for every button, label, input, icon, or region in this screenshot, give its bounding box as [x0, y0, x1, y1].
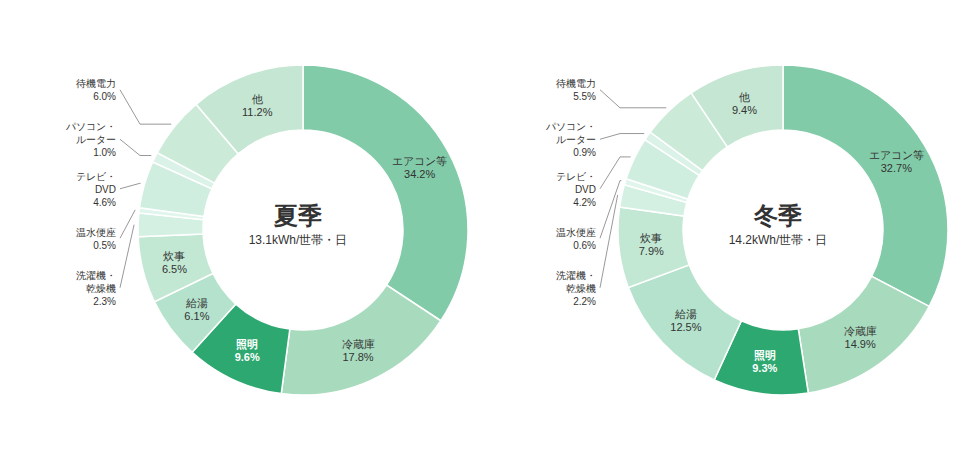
svg-text:照明9.6%: 照明9.6%	[235, 338, 260, 363]
html-text:14.2kWh/世帯・日: 14.2kWh/世帯・日	[728, 233, 828, 247]
svg-text:給湯6.1%: 給湯6.1%	[184, 297, 209, 322]
html-text:夏季: 夏季	[274, 202, 322, 229]
svg-text:炊事6.5%: 炊事6.5%	[162, 250, 187, 275]
svg-text:温水便座0.5%: 温水便座0.5%	[76, 226, 116, 250]
svg-text:パソコン・ルーター1.0%: パソコン・ルーター1.0%	[65, 121, 116, 158]
svg-text:温水便座0.6%: 温水便座0.6%	[556, 226, 596, 250]
svg-text:洗濯機・乾燥機2.3%: 洗濯機・乾燥機2.3%	[76, 269, 116, 306]
svg-text:他9.4%: 他9.4%	[732, 91, 757, 116]
svg-text:エアコン等32.7%: エアコン等32.7%	[869, 149, 924, 174]
svg-text:待機電力6.0%: 待機電力6.0%	[76, 78, 116, 102]
svg-text:冷蔵庫17.8%: 冷蔵庫17.8%	[342, 338, 375, 363]
svg-text:テレビ・DVD4.2%: テレビ・DVD4.2%	[556, 170, 596, 207]
svg-text:洗濯機・乾燥機2.2%: 洗濯機・乾燥機2.2%	[556, 269, 596, 306]
html-text:13.1kWh/世帯・日: 13.1kWh/世帯・日	[248, 233, 348, 247]
svg-text:給湯12.5%: 給湯12.5%	[670, 308, 701, 333]
svg-text:炊事7.9%: 炊事7.9%	[639, 232, 664, 257]
html-text:冬季: 冬季	[754, 202, 802, 229]
svg-text:待機電力5.5%: 待機電力5.5%	[556, 78, 596, 102]
svg-text:他11.2%: 他11.2%	[242, 93, 273, 118]
svg-text:パソコン・ルーター0.9%: パソコン・ルーター0.9%	[545, 121, 596, 158]
svg-text:照明9.3%: 照明9.3%	[752, 349, 777, 374]
svg-text:テレビ・DVD4.6%: テレビ・DVD4.6%	[76, 170, 116, 207]
svg-text:冷蔵庫14.9%: 冷蔵庫14.9%	[844, 325, 877, 350]
svg-text:エアコン等34.2%: エアコン等34.2%	[392, 155, 447, 180]
